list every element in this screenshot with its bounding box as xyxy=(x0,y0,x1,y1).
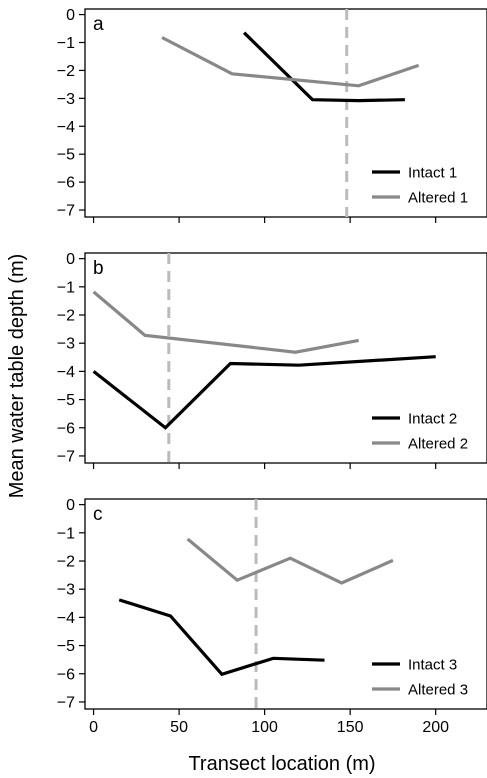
y-tick-label: −5 xyxy=(57,392,75,409)
y-tick-label: −7 xyxy=(57,203,75,220)
x-tick-label: 150 xyxy=(337,719,364,736)
y-tick-label: −3 xyxy=(57,582,75,599)
plot-frame xyxy=(84,498,487,710)
legend-label: Altered 3 xyxy=(408,682,468,699)
y-tick-label: −2 xyxy=(57,554,75,571)
x-tick-label: 50 xyxy=(170,719,188,736)
y-tick-label: −2 xyxy=(57,308,75,325)
legend-label: Intact 1 xyxy=(408,165,457,182)
panel-c: 0 −1 −2 −3 −4 −5 −6 −7 0 50 100 150 200 c Intact 3 Alte… xyxy=(57,497,487,736)
y-tick-label: −5 xyxy=(57,147,75,164)
legend-label: Altered 1 xyxy=(408,190,468,207)
y-tick-label: −3 xyxy=(57,91,75,108)
series-line-intact-2 xyxy=(92,355,436,430)
y-tick-label: 0 xyxy=(66,497,75,514)
series-line-intact-3 xyxy=(118,598,325,677)
panel-a: 0 −1 −2 −3 −4 −5 −6 −7 a Intact 1 Altered 1 xyxy=(57,7,487,223)
y-tick-label: −5 xyxy=(57,638,75,655)
y-tick-label: −6 xyxy=(57,175,75,192)
legend-label: Altered 2 xyxy=(408,436,468,453)
y-tick-label: −2 xyxy=(57,63,75,80)
x-tick-label: 100 xyxy=(251,719,278,736)
y-tick-label: −6 xyxy=(57,666,75,683)
plot-frame xyxy=(84,252,487,464)
panel-b: 0 −1 −2 −3 −4 −5 −6 −7 b Intact 2 Altered 2 xyxy=(57,251,487,469)
y-tick-label: −1 xyxy=(57,35,75,52)
y-tick-label: −6 xyxy=(57,420,75,437)
y-tick-label: −4 xyxy=(57,364,75,381)
legend-label: Intact 3 xyxy=(408,657,457,674)
x-tick-label: 0 xyxy=(89,719,98,736)
y-axis-title: Mean water table depth (m) xyxy=(6,254,28,499)
series-line-intact-1 xyxy=(242,31,405,103)
plot-frame xyxy=(84,8,487,218)
y-tick-label: −3 xyxy=(57,336,75,353)
y-tick-label: −1 xyxy=(57,525,75,542)
y-tick-label: 0 xyxy=(66,7,75,24)
y-tick-label: −7 xyxy=(57,694,75,711)
series-line-altered-3 xyxy=(186,537,394,585)
panel-letter: c xyxy=(93,504,103,525)
y-tick-label: −4 xyxy=(57,119,75,136)
series-line-altered-1 xyxy=(161,36,420,88)
y-tick-label: −7 xyxy=(57,448,75,465)
y-tick-label: 0 xyxy=(66,251,75,268)
legend-label: Intact 2 xyxy=(408,411,457,428)
chart-panels: 0 −1 −2 −3 −4 −5 −6 −7 a Intact 1 Altered 1 0 −1 −2 −3… xyxy=(57,7,487,736)
x-axis-title: Transect location (m) xyxy=(188,753,375,775)
panel-letter: b xyxy=(93,258,104,279)
y-tick-label: −4 xyxy=(57,610,75,627)
panel-letter: a xyxy=(93,14,104,35)
series-line-altered-2 xyxy=(92,290,359,354)
y-tick-label: −1 xyxy=(57,279,75,296)
x-tick-label: 200 xyxy=(422,719,449,736)
